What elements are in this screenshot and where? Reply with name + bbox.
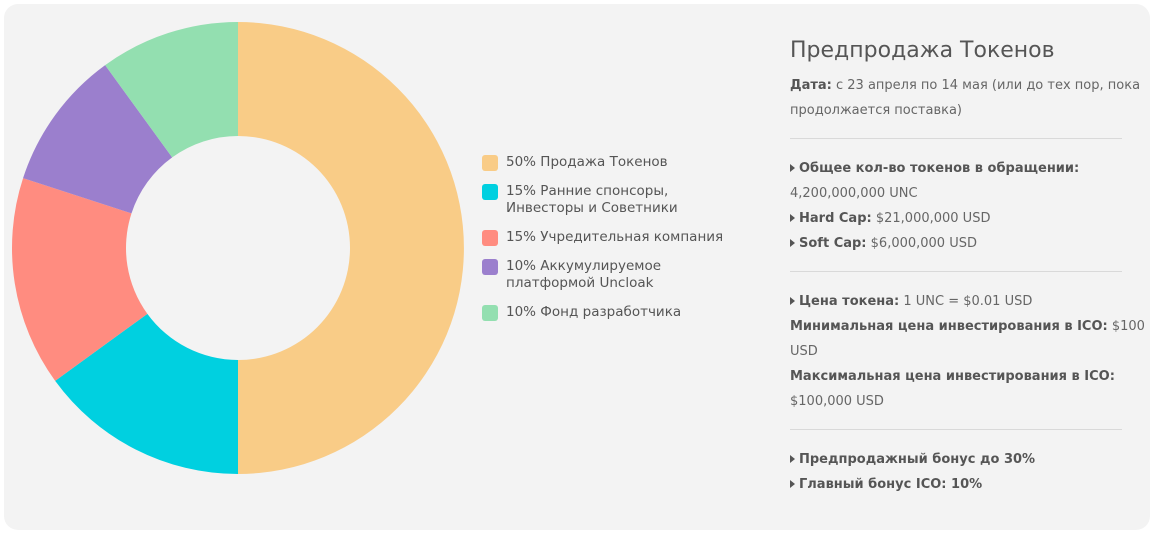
soft-cap-line: Soft Cap: $6,000,000 USD	[790, 231, 1146, 256]
token-price-line: Цена токена: 1 UNC = $0.01 USD	[790, 289, 1146, 314]
legend-item: 10% Аккумулируемое платформой Uncloak	[482, 258, 752, 292]
soft-cap-value: $6,000,000 USD	[866, 236, 977, 251]
chart-legend: 50% Продажа Токенов 15% Ранние спонсоры, …	[482, 154, 752, 333]
max-investment-label: Максимальная цена инвестирования в ICO:	[790, 369, 1115, 384]
legend-swatch	[482, 305, 498, 321]
donut-slice-1	[238, 22, 464, 474]
legend-item: 50% Продажа Токенов	[482, 154, 752, 171]
bullet-arrow-icon	[790, 480, 795, 488]
main-bonus-line: Главный бонус ICO: 10%	[790, 472, 1146, 497]
donut-slice-5	[105, 22, 239, 158]
divider	[790, 429, 1122, 430]
legend-label: 50% Продажа Токенов	[506, 154, 668, 170]
legend-swatch	[482, 230, 498, 246]
total-supply-line: Общее кол-во токенов в обращении:	[790, 156, 1146, 181]
date-value: с 23 апреля по 14 мая (или до тех пор, п…	[790, 78, 1141, 118]
hard-cap-line: Hard Cap: $21,000,000 USD	[790, 206, 1146, 231]
hard-cap-label: Hard Cap:	[799, 211, 872, 226]
main-bonus: Главный бонус ICO: 10%	[799, 477, 983, 492]
legend-label: 10% Аккумулируемое платформой Uncloak	[506, 258, 662, 291]
bullet-arrow-icon	[790, 455, 795, 463]
presale-bonus-line: Предпродажный бонус до 30%	[790, 447, 1146, 472]
legend-label: 15% Ранние спонсоры, Инвесторы и Советни…	[506, 183, 678, 216]
legend-item: 15% Ранние спонсоры, Инвесторы и Советни…	[482, 183, 752, 217]
donut-slice-2	[55, 313, 239, 474]
token-price-label: Цена токена:	[799, 294, 900, 309]
donut-slice-3	[12, 178, 148, 381]
date-line: Дата: с 23 апреля по 14 мая (или до тех …	[790, 73, 1146, 123]
legend-swatch	[482, 184, 498, 200]
max-investment-line: Максимальная цена инвестирования в ICO: …	[790, 364, 1146, 414]
legend-label: 15% Учредительная компания	[506, 229, 724, 245]
hard-cap-value: $21,000,000 USD	[871, 211, 991, 226]
soft-cap-label: Soft Cap:	[799, 236, 867, 251]
total-supply-value: 4,200,000,000 UNC	[790, 186, 918, 201]
legend-swatch	[482, 259, 498, 275]
legend-item: 10% Фонд разработчика	[482, 304, 752, 321]
bullet-arrow-icon	[790, 239, 795, 247]
bullet-arrow-icon	[790, 164, 795, 172]
min-investment-line: Минимальная цена инвестирования в ICO: $…	[790, 314, 1146, 364]
legend-swatch	[482, 155, 498, 171]
presale-bonus: Предпродажный бонус до 30%	[799, 452, 1036, 467]
min-investment-value: $100 USD	[790, 319, 1145, 359]
legend-label: 10% Фонд разработчика	[506, 304, 682, 320]
max-investment-value: $100,000 USD	[790, 394, 884, 409]
token-price-value: 1 UNC = $0.01 USD	[899, 294, 1033, 309]
token-sale-card: 50% Продажа Токенов 15% Ранние спонсоры, …	[4, 4, 1150, 530]
divider	[790, 138, 1122, 139]
presale-info-panel: Предпродажа Токенов Дата: с 23 апреля по…	[790, 38, 1146, 497]
donut-slice-4	[23, 65, 173, 214]
page-title: Предпродажа Токенов	[790, 38, 1055, 63]
bullet-arrow-icon	[790, 214, 795, 222]
bullet-arrow-icon	[790, 297, 795, 305]
total-supply-label: Общее кол-во токенов в обращении:	[799, 161, 1080, 176]
legend-item: 15% Учредительная компания	[482, 229, 752, 246]
donut-chart	[12, 22, 464, 474]
date-label: Дата:	[790, 78, 832, 93]
divider	[790, 271, 1122, 272]
min-investment-label: Минимальная цена инвестирования в ICO:	[790, 319, 1108, 334]
